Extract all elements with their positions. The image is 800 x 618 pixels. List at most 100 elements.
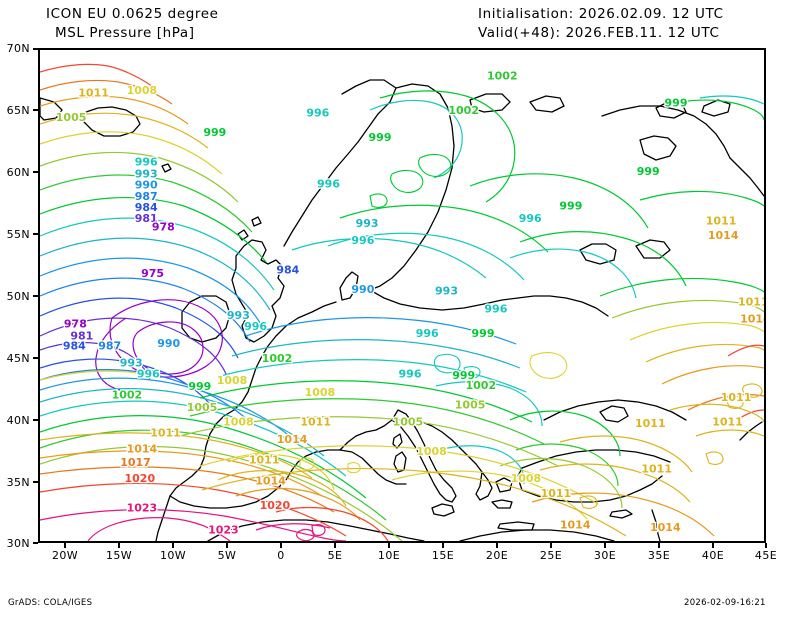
contour-label: 996 (399, 368, 422, 381)
x-tick-3 (226, 543, 228, 548)
x-tick-7 (442, 543, 444, 548)
model-title: ICON EU 0.0625 degree (46, 6, 219, 22)
contour-label: 1014 (127, 443, 158, 456)
source-credit: GrADS: COLA/IGES (8, 598, 93, 608)
contour-label: 1011 (78, 87, 109, 100)
contour-label: 999 (203, 126, 226, 139)
contour-label: 996 (519, 212, 542, 225)
contour-label: 1011 (249, 454, 280, 467)
contour-label: 1011 (738, 295, 764, 308)
contour-group-scandinavia (291, 90, 687, 299)
y-axis-label-70N: 70N (6, 42, 30, 55)
x-tick-4 (280, 543, 282, 548)
x-tick-5 (334, 543, 336, 548)
contour-label: 1014 (650, 521, 681, 534)
contour-label: 999 (452, 369, 475, 382)
y-tick-3 (33, 233, 38, 235)
x-axis-label-5W: 5W (217, 549, 237, 562)
y-tick-5 (33, 357, 38, 359)
contour-label: 999 (559, 200, 582, 213)
contour-label: 996 (244, 320, 267, 333)
y-axis-label-50N: 50N (6, 290, 30, 303)
contour-label: 1005 (56, 111, 87, 124)
x-axis-label-30E: 30E (593, 549, 617, 562)
contour-label: 1014 (708, 229, 739, 242)
contour-label: 993 (356, 217, 379, 230)
contour-label: 1002 (487, 70, 518, 83)
contour-group-minor-cells (299, 153, 763, 509)
y-tick-6 (33, 419, 38, 421)
valid-time-label: Valid(+48): 2026.FEB.11. 12 UTC (478, 25, 720, 41)
y-tick-1 (33, 109, 38, 111)
y-tick-7 (33, 481, 38, 483)
x-tick-6 (388, 543, 390, 548)
contour-group-deep-low (40, 217, 275, 378)
contour-label: 1011 (721, 391, 752, 404)
contour-label: 1008 (217, 374, 248, 387)
x-axis-label-25E: 25E (539, 549, 563, 562)
contour-label: 1002 (112, 389, 143, 402)
contour-label: 999 (637, 165, 660, 178)
contour-label: 1011 (712, 416, 743, 429)
y-axis-label-60N: 60N (6, 166, 30, 179)
contour-label: 1008 (305, 386, 336, 399)
x-axis-label-20E: 20E (485, 549, 509, 562)
y-axis-label-35N: 35N (6, 476, 30, 489)
contour-label: 1011 (541, 487, 572, 500)
x-axis-label-35E: 35E (647, 549, 671, 562)
contour-label: 1008 (127, 84, 158, 97)
contour-label: 978 (64, 317, 87, 330)
render-timestamp: 2026-02-09-16:21 (684, 598, 766, 608)
contour-label: 1023 (127, 502, 158, 515)
x-tick-8 (496, 543, 498, 548)
contour-label: 981 (135, 212, 158, 225)
contour-label: 996 (135, 155, 158, 168)
field-title: MSL Pressure [hPa] (55, 25, 195, 41)
contour-label: 996 (137, 368, 160, 381)
contour-group-east-ridge (531, 95, 764, 537)
contour-label: 993 (120, 357, 143, 370)
contour-label: 999 (369, 131, 392, 144)
contour-label: 1014 (740, 313, 764, 326)
y-axis-label-65N: 65N (6, 104, 30, 117)
x-axis-label-10W: 10W (159, 549, 187, 562)
contour-label: 999 (472, 327, 495, 340)
contour-label: 981 (70, 330, 93, 343)
contour-label: 996 (416, 327, 439, 340)
contour-label: 1011 (641, 462, 672, 475)
contour-group-subtropical-ridge (40, 370, 403, 541)
contour-label: 1002 (262, 352, 293, 365)
contour-label: 1008 (223, 416, 254, 429)
map-canvas: 1011 1008 1005 999 996 993 990 987 984 981 978 975 9… (40, 50, 764, 541)
contour-label: 975 (141, 267, 164, 280)
contour-label: 996 (351, 234, 374, 247)
x-tick-2 (172, 543, 174, 548)
contour-label: 1005 (393, 416, 424, 429)
x-tick-0 (64, 543, 66, 548)
x-tick-10 (604, 543, 606, 548)
map-plot-frame: 1011 1008 1005 999 996 993 990 987 984 981 978 975 9… (38, 48, 766, 543)
contour-label: 1017 (120, 456, 151, 469)
x-axis-label-40E: 40E (701, 549, 725, 562)
y-tick-2 (33, 171, 38, 173)
contour-group-central-europe (179, 317, 627, 537)
y-tick-0 (33, 48, 38, 50)
contour-label: 1011 (706, 214, 737, 227)
contour-label: 1011 (300, 416, 331, 429)
contour-labels-layer: 1011 100810059999969939909879849819789759… (54, 68, 764, 538)
x-axis-label-5E: 5E (327, 549, 343, 562)
contour-label: 1020 (124, 472, 155, 485)
y-axis-label-30N: 30N (6, 537, 30, 550)
contour-label: 1005 (455, 398, 486, 411)
contour-label: 978 (152, 220, 175, 233)
x-tick-12 (712, 543, 714, 548)
contour-label: 1008 (511, 472, 542, 485)
x-tick-9 (550, 543, 552, 548)
y-axis-label-55N: 55N (6, 228, 30, 241)
contour-label: 990 (135, 179, 158, 192)
x-axis-label-15E: 15E (431, 549, 455, 562)
x-axis-label-10E: 10E (377, 549, 401, 562)
contour-label: 987 (135, 190, 158, 203)
contour-label: 993 (227, 309, 250, 322)
contour-label: 1014 (277, 433, 308, 446)
